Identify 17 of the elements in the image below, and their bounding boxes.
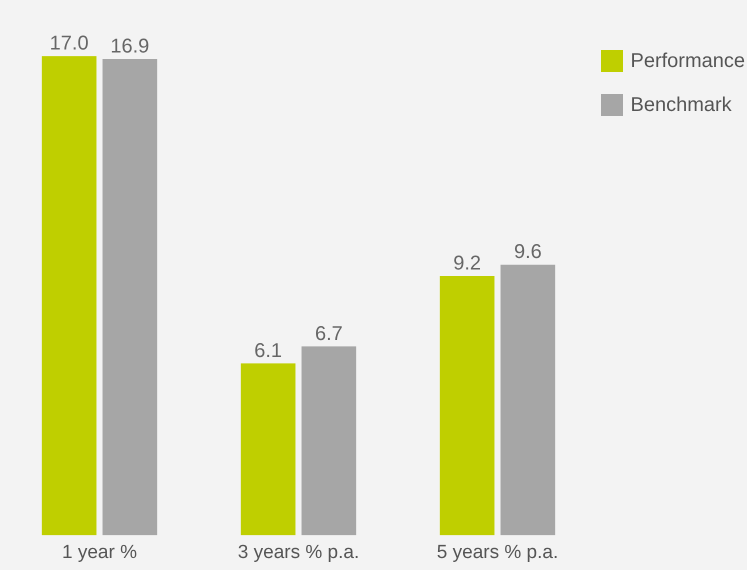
bar <box>42 56 96 536</box>
x-tick-label: 5 years % p.a. <box>436 542 558 563</box>
bar <box>102 58 158 536</box>
bar <box>240 363 296 536</box>
data-label: 9.6 <box>514 241 542 264</box>
legend-label: Benchmark <box>630 94 732 116</box>
bar <box>440 276 494 536</box>
data-label: 9.2 <box>453 252 482 274</box>
bar <box>302 346 356 536</box>
x-tick-label: 3 years % p.a. <box>238 542 360 563</box>
data-label: 6.7 <box>314 322 343 345</box>
data-label: 16.9 <box>110 36 150 58</box>
x-tick-label: 1 year % <box>62 542 138 563</box>
data-label: 17.0 <box>50 32 89 55</box>
legend-label: Performance <box>630 50 745 72</box>
bar <box>500 264 556 536</box>
data-label: 6.1 <box>254 340 282 362</box>
